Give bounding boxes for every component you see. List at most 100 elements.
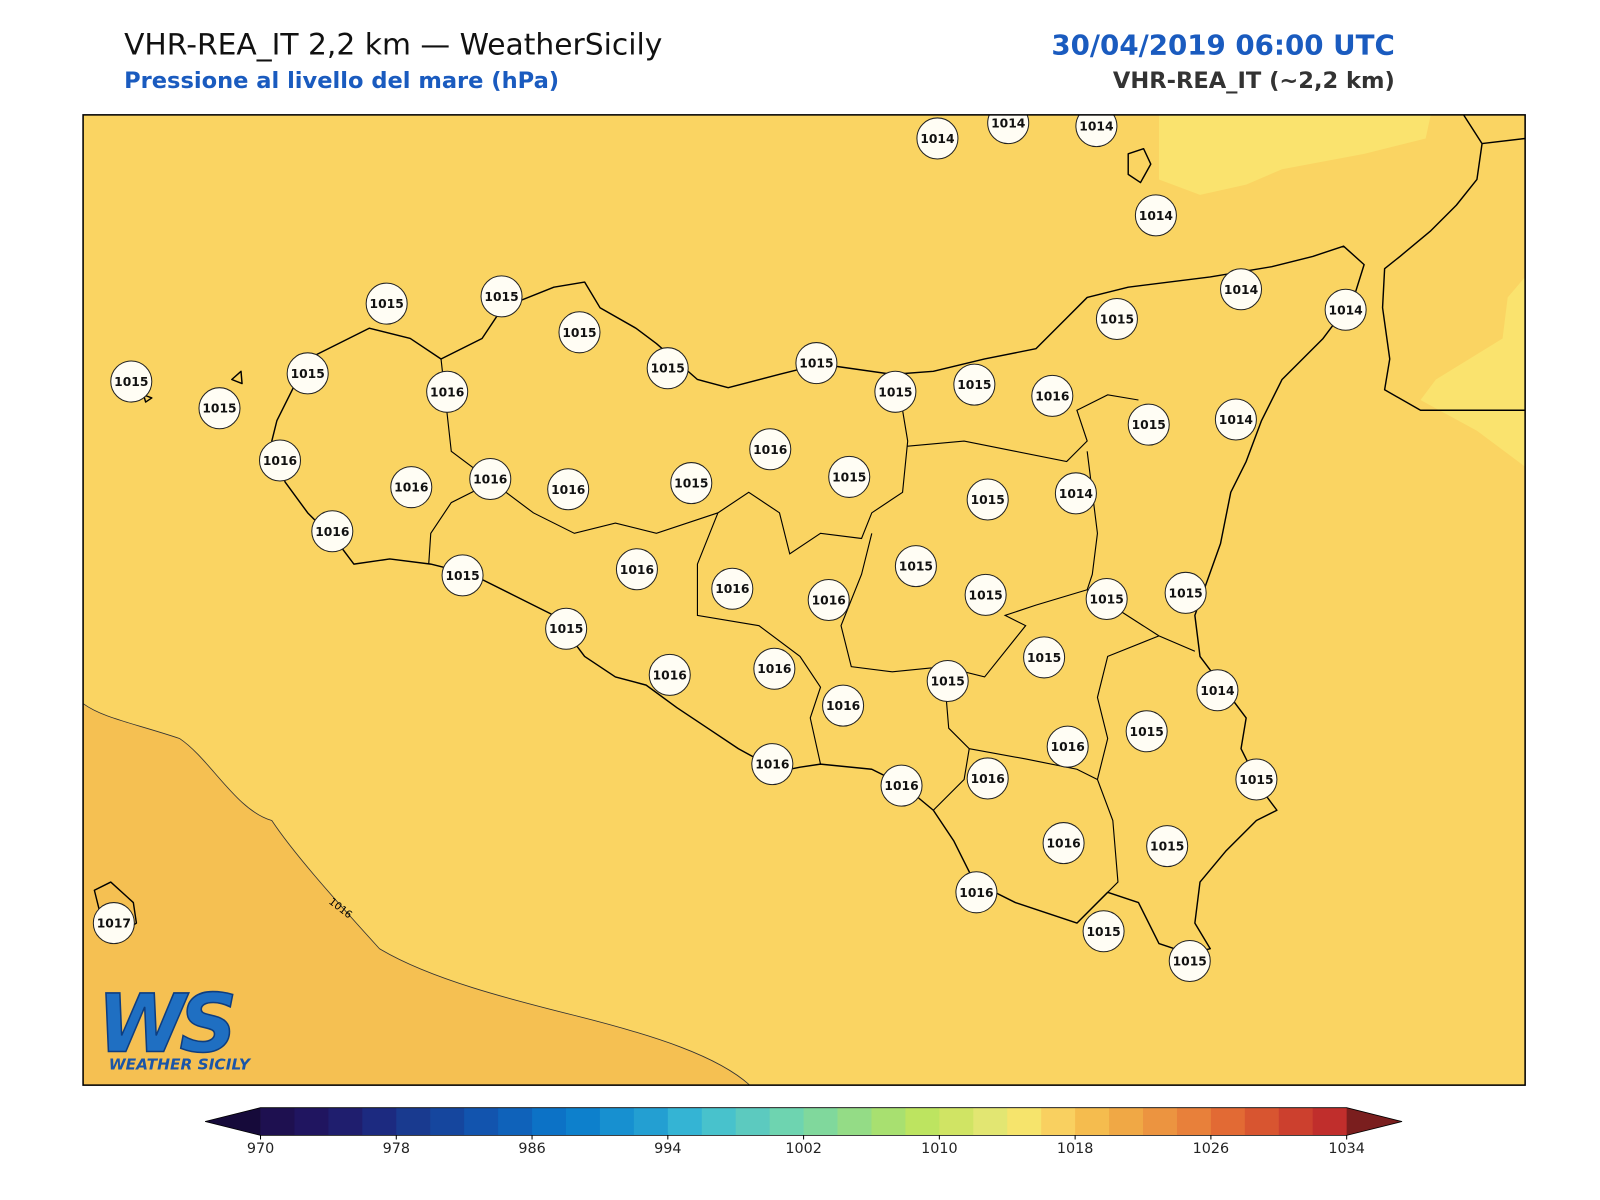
colorbar-bin	[464, 1107, 499, 1136]
station: 1015	[964, 573, 1007, 616]
station-value: 1016	[757, 662, 791, 676]
station: 1015	[646, 347, 689, 390]
station: 1014	[1214, 398, 1257, 441]
station-value: 1015	[1090, 593, 1124, 607]
station: 1015	[795, 342, 838, 385]
station-value: 1016	[753, 443, 787, 457]
station: 1015	[558, 311, 601, 354]
colorbar-bin	[939, 1107, 974, 1136]
colorbar-bin	[1244, 1107, 1280, 1136]
colorbar-bin	[803, 1107, 839, 1136]
station-marker	[1235, 758, 1278, 801]
station: 1015	[480, 275, 523, 318]
colorbar-bin	[430, 1107, 465, 1136]
station: 1014	[1219, 268, 1263, 311]
station: 1016	[547, 468, 590, 511]
station-value: 1015	[1173, 955, 1207, 969]
station-marker	[558, 311, 601, 354]
station-value: 1015	[832, 470, 866, 484]
station-value: 1015	[114, 375, 148, 389]
station-value: 1016	[715, 582, 749, 596]
logo-text: WEATHER SICILY	[109, 1056, 252, 1074]
map: 1016 1014 1014 1014 1014 1014 1014 1015 1015 101…	[83, 114, 1526, 1086]
station-marker	[1095, 297, 1138, 340]
station-marker	[1042, 822, 1085, 865]
station: 1014	[987, 114, 1030, 145]
colorbar-bin	[1312, 1107, 1348, 1136]
station: 1016	[955, 871, 998, 914]
station-marker	[926, 660, 969, 703]
station-value: 1014	[1059, 487, 1093, 501]
colorbar-bin	[905, 1107, 940, 1136]
station-value: 1016	[1046, 837, 1080, 851]
station: 1015	[670, 462, 713, 505]
station: 1015	[365, 282, 408, 325]
station-value: 1017	[97, 917, 131, 931]
title: VHR-REA_IT 2,2 km — WeatherSicily	[124, 27, 662, 62]
station: 1014	[1324, 288, 1367, 331]
station: 1015	[1085, 577, 1128, 620]
station-value: 1015	[969, 588, 1003, 602]
station-value: 1015	[370, 297, 404, 311]
station: 1015	[1168, 940, 1211, 983]
station-value: 1016	[755, 758, 789, 772]
station: 1015	[953, 363, 996, 406]
colorbar-bin	[1041, 1107, 1076, 1136]
station-marker	[441, 554, 484, 597]
station-marker	[953, 363, 996, 406]
colorbar-bin	[1007, 1107, 1042, 1136]
station-marker	[670, 462, 713, 505]
station-value: 1014	[1139, 209, 1173, 223]
station: 1016	[469, 457, 512, 500]
station-marker	[1196, 669, 1239, 712]
station-value: 1015	[651, 362, 685, 376]
station: 1016	[311, 510, 354, 553]
station-value: 1014	[1079, 120, 1113, 134]
station-marker	[365, 282, 408, 325]
station: 1014	[1134, 194, 1177, 237]
station-value: 1016	[263, 454, 297, 468]
station-marker	[1164, 571, 1207, 614]
colorbar-bin	[1176, 1107, 1212, 1136]
station-marker	[1031, 374, 1074, 417]
station-value: 1014	[1329, 303, 1363, 317]
colorbar-bin	[667, 1107, 703, 1136]
station-marker	[964, 573, 1007, 616]
station-value: 1016	[315, 525, 349, 539]
station-marker	[987, 114, 1030, 145]
colorbar-bin	[1109, 1107, 1144, 1136]
station-value: 1015	[445, 569, 479, 583]
station-value: 1016	[551, 483, 585, 497]
station: 1016	[390, 466, 433, 509]
station-value: 1016	[620, 563, 654, 577]
station-marker	[916, 117, 959, 160]
station-marker	[648, 653, 691, 696]
colorbar-bin	[294, 1107, 329, 1136]
station-marker	[894, 545, 937, 588]
station: 1015	[1127, 403, 1170, 446]
station-marker	[1085, 577, 1128, 620]
colorbar-extend	[1346, 1107, 1403, 1136]
station: 1014	[1075, 114, 1118, 148]
colorbar-bin	[362, 1107, 397, 1136]
station-marker	[311, 510, 354, 553]
station: 1015	[110, 360, 153, 403]
station-marker	[646, 347, 689, 390]
station-marker	[390, 466, 433, 509]
station-marker	[1125, 710, 1168, 753]
colorbar-bin	[769, 1107, 805, 1136]
colorbar-tick-label: 978	[383, 1141, 410, 1157]
subtitle: Pressione al livello del mare (hPa)	[124, 68, 559, 94]
station-value: 1016	[826, 699, 860, 713]
station: 1014	[1054, 472, 1097, 515]
station-value: 1015	[899, 560, 933, 574]
coastline	[1381, 114, 1526, 411]
colorbar-tick-label: 1010	[921, 1141, 958, 1157]
station: 1016	[1046, 725, 1089, 768]
station-value: 1016	[971, 772, 1005, 786]
station-marker	[92, 902, 135, 945]
station: 1015	[1125, 710, 1168, 753]
station-value: 1015	[799, 357, 833, 371]
colorbar-tick-label: 1026	[1193, 1141, 1230, 1157]
